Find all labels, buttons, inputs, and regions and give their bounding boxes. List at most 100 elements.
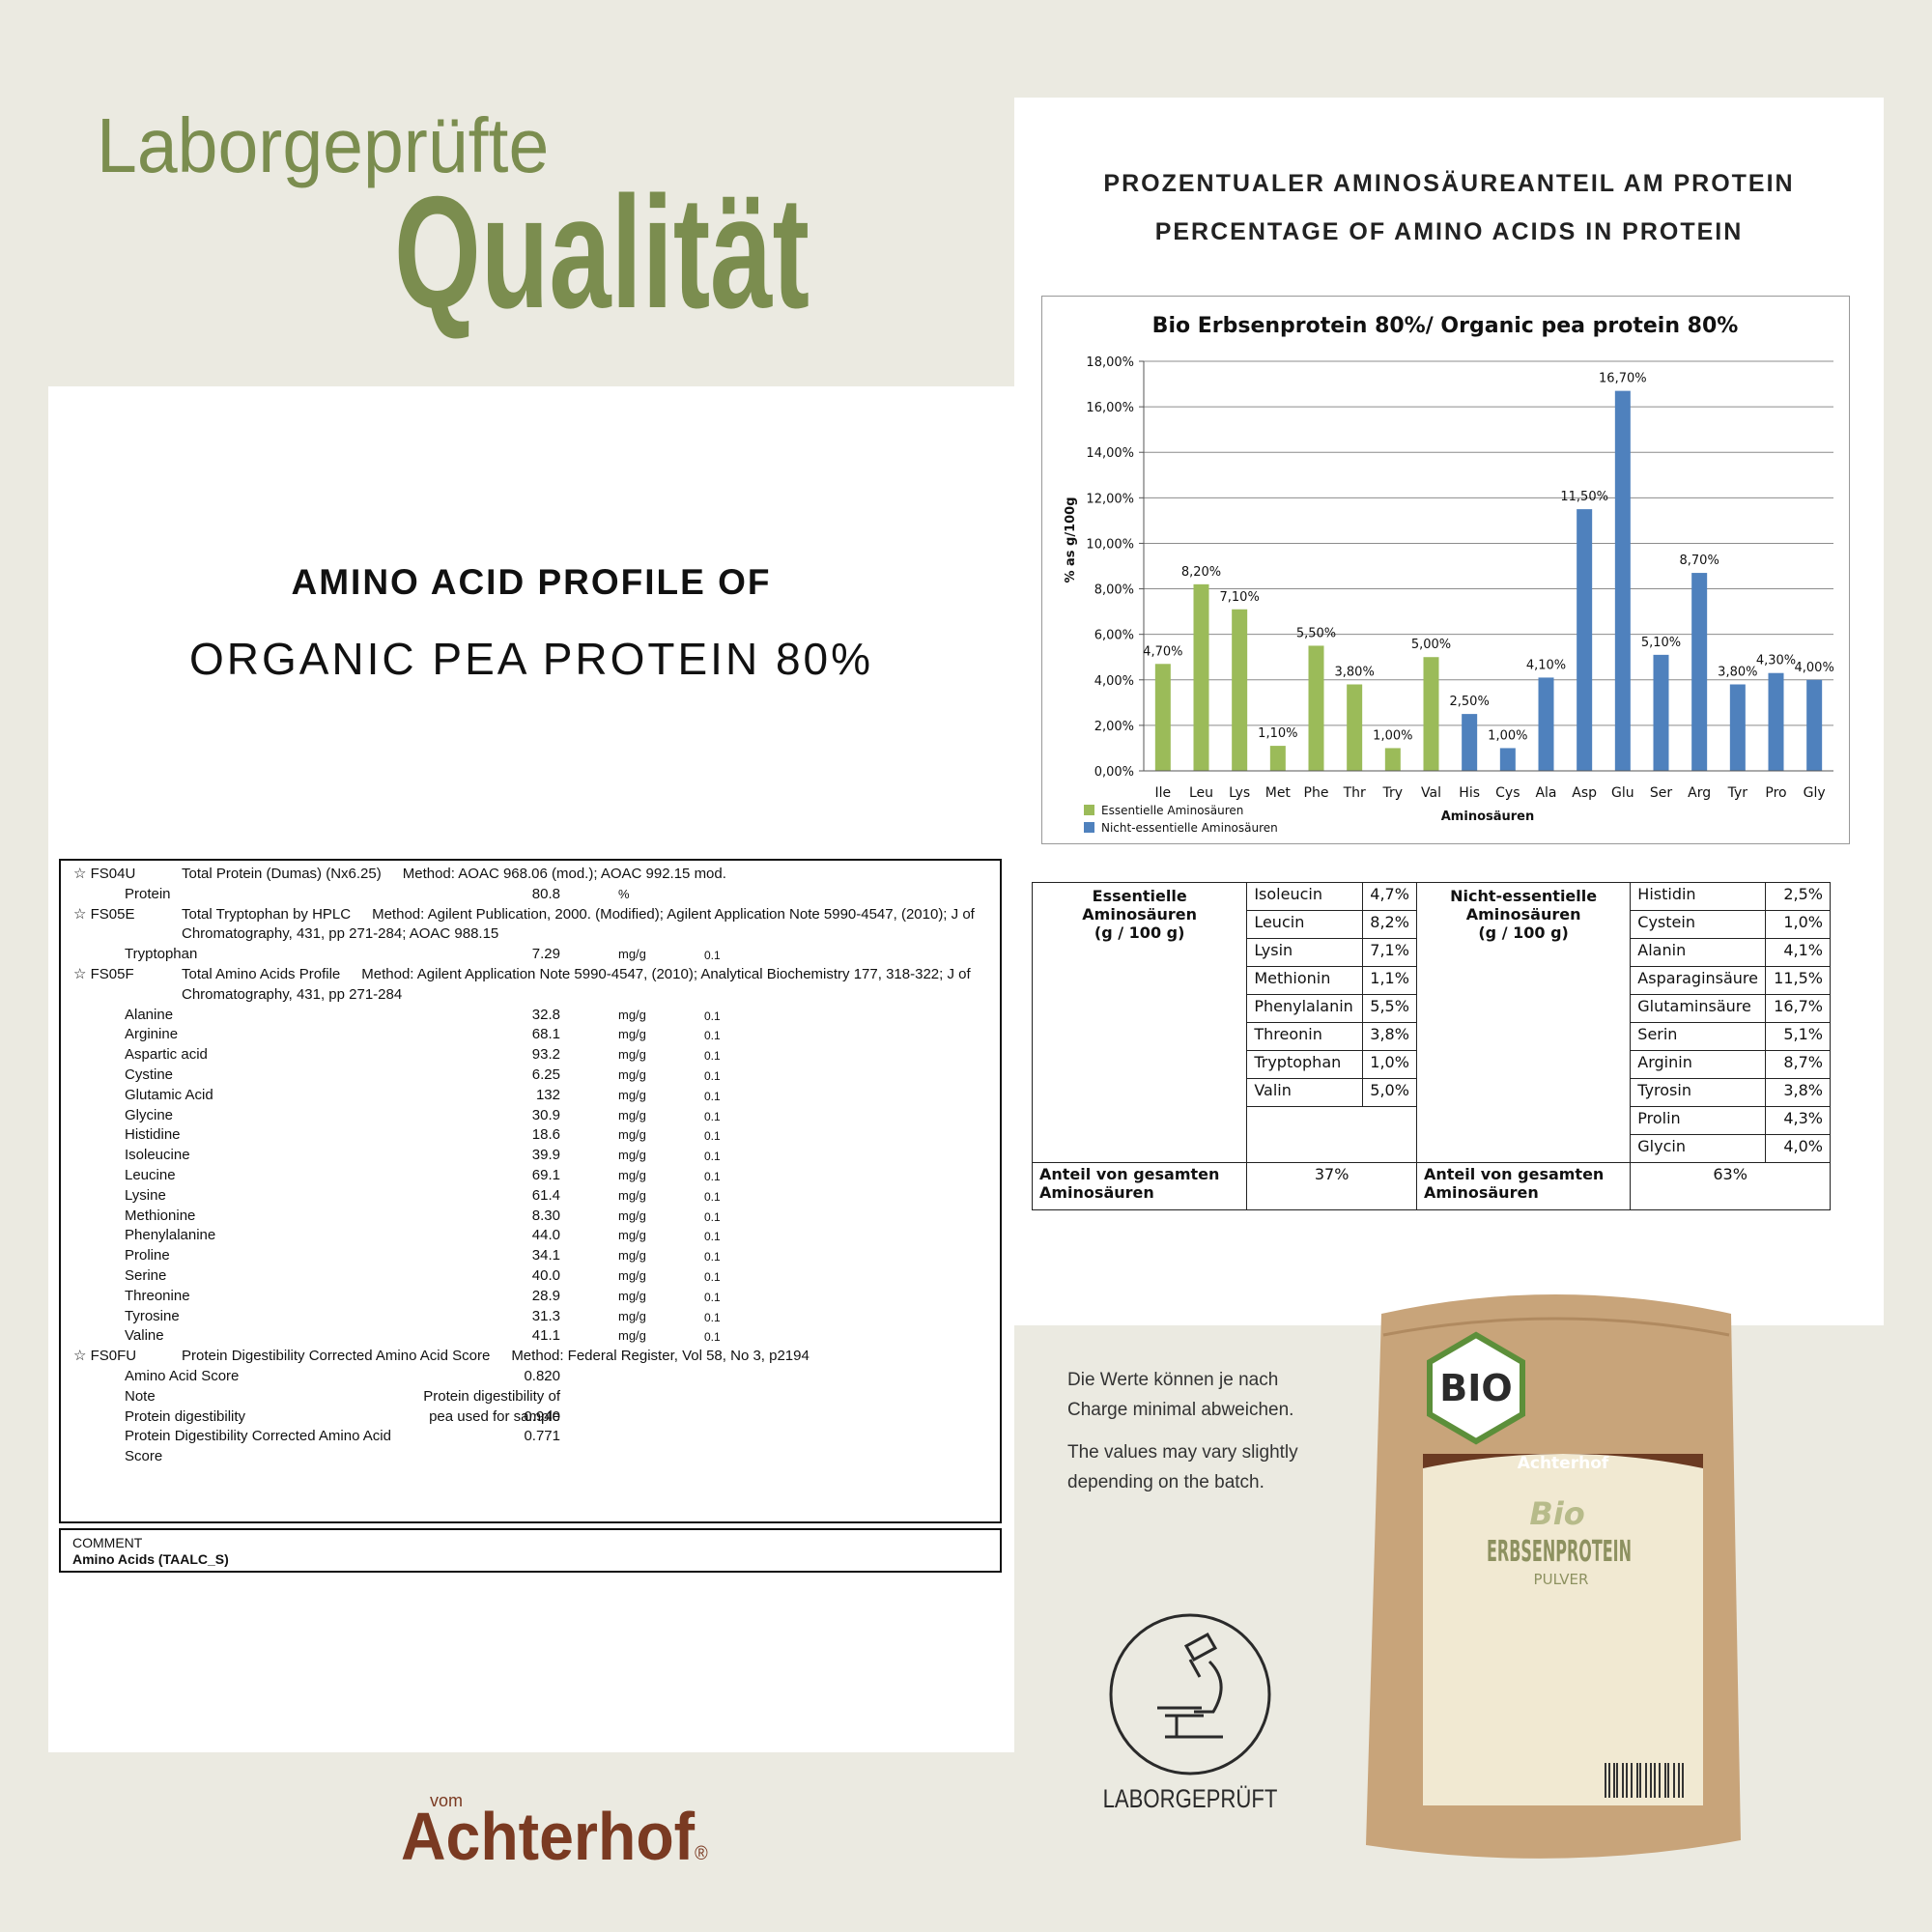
amino-name: Prolin: [1630, 1106, 1766, 1135]
value-label: 8,20%: [1181, 565, 1221, 580]
section-code: ☆ FS05F: [73, 965, 134, 982]
header-line: Essentielle Aminosäuren: [1082, 887, 1198, 923]
bar: [1347, 684, 1363, 771]
item-unit: mg/g: [618, 1267, 646, 1283]
amino-value: 4,7%: [1362, 882, 1417, 911]
x-tick-label: Cys: [1495, 785, 1520, 801]
section-header: ☆ FS05F Total Amino Acids Profile Method: …: [61, 965, 1000, 1006]
pouch-brand: Achterhof: [1518, 1454, 1609, 1473]
item-value: 80.8: [531, 885, 560, 902]
item-unit: mg/g: [618, 1047, 646, 1063]
amino-value: 4,1%: [1765, 938, 1831, 967]
amino-name: Phenylalanin: [1246, 994, 1364, 1023]
item-value: 132: [535, 1086, 560, 1103]
y-tick-label: 10,00%: [1086, 537, 1134, 552]
amino-name: Alanin: [1630, 938, 1766, 967]
x-tick-label: Met: [1265, 785, 1292, 801]
section-header: ☆ FS05E Total Tryptophan by HPLC Method: A…: [61, 905, 1000, 946]
y-tick-label: 8,00%: [1094, 583, 1134, 598]
comment-label: COMMENT: [72, 1535, 143, 1550]
header-line: Nicht-essentielle: [1450, 887, 1598, 905]
chart: Bio Erbsenprotein 80%/ Organic pea prote…: [1041, 296, 1850, 844]
report-title-1: AMINO ACID PROFILE OF: [291, 562, 772, 602]
y-tick-label: 0,00%: [1094, 765, 1134, 780]
comment-text: Amino Acids (TAALC_S): [72, 1551, 229, 1567]
item-value: 61.4: [531, 1186, 560, 1204]
section-name: Total Amino Acids Profile: [182, 965, 341, 982]
report-row: Glycine 30.9 mg/g 0.1: [61, 1106, 1000, 1126]
x-tick-label: Glu: [1611, 785, 1634, 801]
report-panel: [48, 386, 1014, 1752]
x-tick-label: Ala: [1535, 785, 1556, 801]
amino-name: Methionin: [1246, 966, 1364, 995]
value-label: 2,50%: [1450, 695, 1490, 709]
y-tick-label: 14,00%: [1086, 446, 1134, 461]
bar: [1499, 748, 1516, 771]
item-label: Phenylalanine: [125, 1227, 216, 1244]
value-label: 7,10%: [1220, 590, 1260, 605]
note-line: The values may vary slightly: [1067, 1442, 1298, 1463]
amino-name: Asparaginsäure: [1630, 966, 1766, 995]
table-row: Glycin 4,0%: [1033, 1134, 1831, 1163]
value-label: 4,70%: [1143, 644, 1182, 659]
note-line: Charge minimal abweichen.: [1067, 1400, 1294, 1420]
report-row: Histidine 18.6 mg/g 0.1: [61, 1125, 1000, 1146]
y-tick-label: 16,00%: [1086, 401, 1134, 415]
item-label: Leucine: [125, 1166, 176, 1183]
legend-swatch: [1084, 822, 1094, 833]
item-lod: 0.1: [704, 1009, 721, 1023]
item-value: 34.1: [531, 1247, 560, 1264]
section-header: ☆ FS0FU Protein Digestibility Corrected A…: [61, 1347, 1000, 1367]
brand-name: Achterhof: [401, 1799, 696, 1874]
item-unit: %: [618, 886, 630, 901]
item-label: Threonine: [125, 1287, 190, 1304]
y-axis-label: % as g/100g: [1064, 497, 1078, 582]
item-value: 6.25: [531, 1065, 560, 1083]
amino-name: Histidin: [1630, 882, 1766, 911]
bar: [1232, 609, 1248, 771]
amino-table: Essentielle Aminosäuren (g / 100 g) Isoleu…: [1031, 882, 1831, 1210]
item-unit: mg/g: [618, 1288, 646, 1303]
amino-value: 1,1%: [1362, 966, 1417, 995]
amino-name: Tryptophan: [1246, 1050, 1364, 1079]
item-value: 8.30: [531, 1207, 560, 1224]
item-label: Isoleucine: [125, 1147, 190, 1164]
item-label: Valine: [125, 1327, 164, 1345]
chart-frame: [1041, 296, 1850, 844]
header-line: Aminosäuren: [1465, 905, 1581, 923]
item-lod: 0.1: [704, 1330, 721, 1345]
x-tick-label: Thr: [1343, 785, 1366, 801]
table-row: Essentielle Aminosäuren (g / 100 g) Isoleu…: [1031, 882, 1831, 1163]
item-unit: mg/g: [618, 1007, 646, 1022]
item-unit: mg/g: [618, 1167, 646, 1182]
item-lod: 0.1: [704, 1290, 721, 1304]
table-row: Valin 5,0% Tyrosin 3,8%: [1033, 1078, 1831, 1107]
report-row: Tryptophan 7.29 mg/g 0.1: [61, 945, 1000, 965]
item-label: Histidine: [125, 1126, 181, 1144]
value-label: 11,50%: [1560, 490, 1608, 504]
report-row: Glutamic Acid 132 mg/g 0.1: [61, 1086, 1000, 1106]
pouch-line-3: PULVER: [1534, 1571, 1589, 1588]
value-label: 5,10%: [1641, 636, 1681, 650]
value-label: 1,00%: [1488, 728, 1527, 743]
total-label: Anteil von gesamten Aminosäuren: [1031, 1162, 1248, 1210]
report-row: Valine 41.1 mg/g 0.1: [61, 1326, 1000, 1347]
item-value: 7.29: [531, 946, 560, 963]
bar: [1653, 654, 1669, 771]
value-label: 3,80%: [1718, 665, 1757, 679]
x-tick-label: Try: [1382, 785, 1404, 801]
section-code: ☆ FS0FU: [73, 1348, 137, 1365]
table-total-row: Anteil von gesamten Aminosäuren 37% Anteil…: [1031, 1162, 1831, 1210]
amino-value: 3,8%: [1362, 1022, 1417, 1051]
x-tick-label: Tyr: [1727, 785, 1748, 801]
item-unit: mg/g: [618, 1248, 646, 1264]
amino-name: Tyrosin: [1630, 1078, 1766, 1107]
item-value: 28.9: [531, 1287, 560, 1304]
item-label: Cystine: [125, 1065, 174, 1083]
item-lod: 0.1: [704, 1150, 721, 1164]
amino-value: 1,0%: [1362, 1050, 1417, 1079]
item-unit: mg/g: [618, 1087, 646, 1102]
item-lod: 0.1: [704, 1068, 721, 1083]
item-value: 0.820: [524, 1367, 560, 1384]
report-row: Methionine 8.30 mg/g 0.1: [61, 1207, 1000, 1227]
